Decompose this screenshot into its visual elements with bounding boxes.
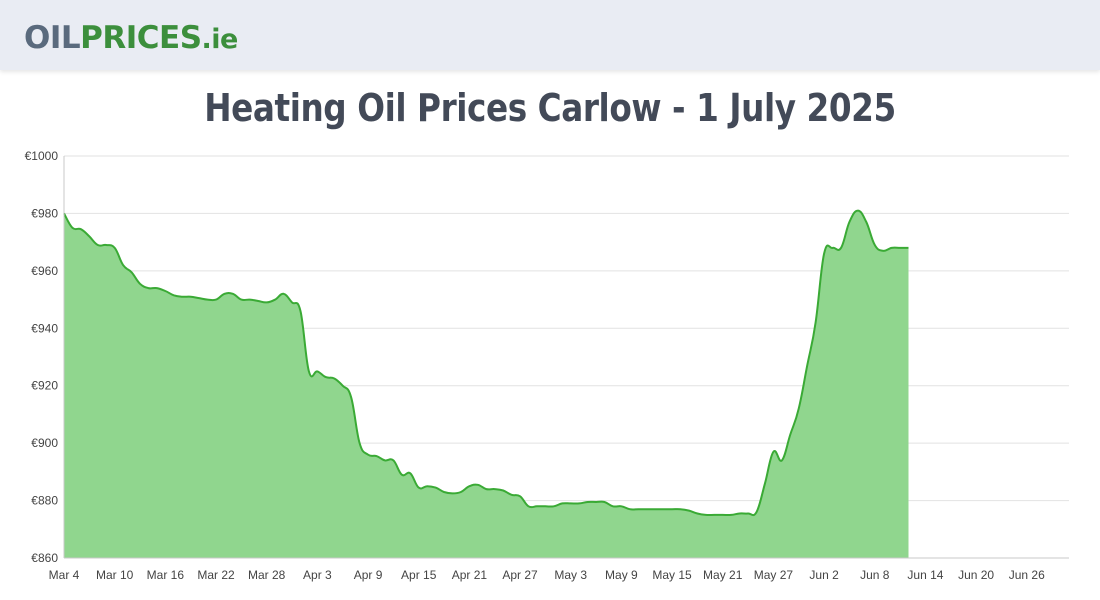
x-tick-label: Apr 3 (303, 568, 332, 582)
x-tick-label: May 3 (554, 568, 587, 582)
x-tick-label: Mar 22 (197, 568, 235, 582)
x-tick-label: Mar 4 (49, 568, 80, 582)
y-tick-label: €1000 (25, 149, 59, 163)
site-header: OILPRICES.ie (0, 0, 1100, 70)
x-tick-label: Apr 27 (502, 568, 538, 582)
y-tick-label: €860 (31, 551, 58, 565)
logo-prices-text: PRICES (80, 20, 202, 56)
x-axis-ticks: Mar 4 Mar 10 Mar 16 Mar 22 Mar 28 Apr 3 Apr 9 A… (49, 568, 1045, 582)
x-tick-label: May 21 (703, 568, 743, 582)
x-tick-label: May 15 (652, 568, 692, 582)
x-tick-label: Jun 8 (860, 568, 890, 582)
y-tick-label: €960 (31, 264, 58, 278)
x-tick-label: Jun 14 (907, 568, 943, 582)
x-tick-label: Jun 2 (809, 568, 839, 582)
price-area-fill (64, 210, 909, 558)
y-tick-label: €980 (31, 206, 58, 220)
logo-oil-text: OIL (24, 20, 81, 56)
x-tick-label: Mar 16 (147, 568, 185, 582)
x-tick-label: Jun 20 (958, 568, 994, 582)
page-title: Heating Oil Prices Carlow - 1 July 2025 (204, 86, 896, 130)
x-tick-label: May 9 (605, 568, 638, 582)
y-tick-label: €940 (31, 321, 58, 335)
x-tick-label: Apr 9 (354, 568, 383, 582)
y-axis-ticks: €1000 €980 €960 €940 €920 €900 €880 €860 (25, 149, 59, 565)
y-tick-label: €920 (31, 379, 58, 393)
x-tick-label: Apr 15 (401, 568, 437, 582)
y-tick-label: €900 (31, 436, 58, 450)
x-tick-label: Apr 21 (452, 568, 488, 582)
x-tick-label: Jun 26 (1009, 568, 1045, 582)
y-tick-label: €880 (31, 494, 58, 508)
x-tick-label: May 27 (754, 568, 794, 582)
site-logo[interactable]: OILPRICES.ie (24, 18, 238, 60)
x-tick-label: Mar 10 (96, 568, 134, 582)
price-line (63, 209, 909, 517)
logo-domain-text: .ie (201, 24, 239, 55)
x-tick-label: Mar 28 (248, 568, 286, 582)
